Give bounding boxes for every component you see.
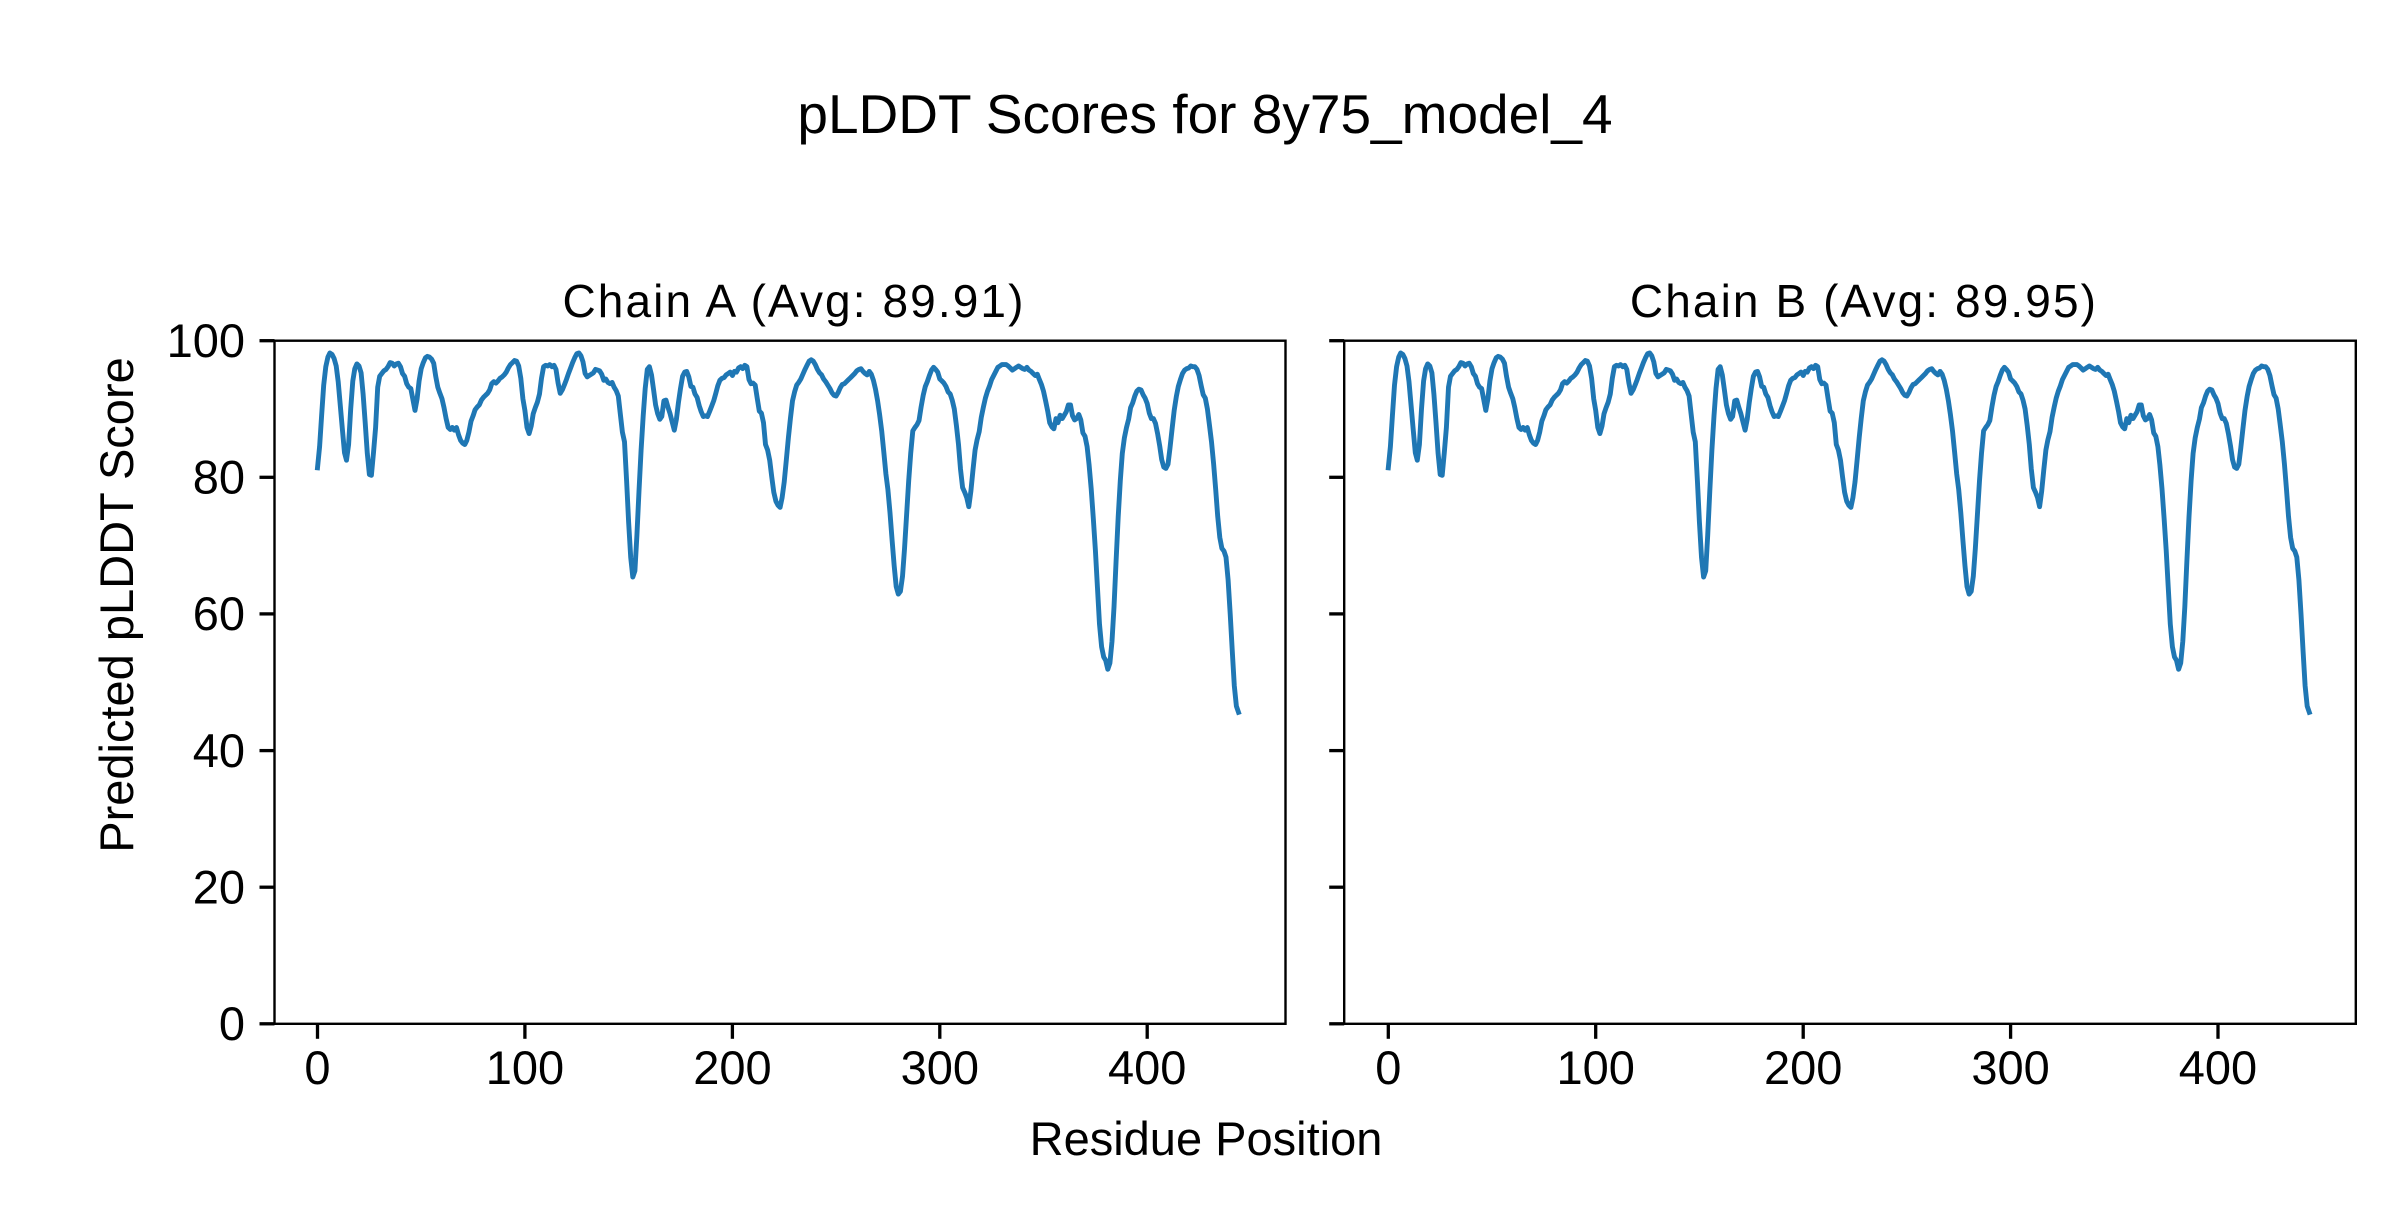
svg-text:20: 20 [193,860,245,913]
svg-text:200: 200 [693,1041,771,1094]
svg-text:100: 100 [167,314,245,367]
svg-text:300: 300 [1971,1041,2049,1094]
svg-text:100: 100 [486,1041,564,1094]
svg-text:400: 400 [1108,1041,1186,1094]
svg-text:0: 0 [304,1041,330,1094]
svg-text:60: 60 [193,587,245,640]
svg-text:400: 400 [2179,1041,2257,1094]
svg-text:200: 200 [1764,1041,1842,1094]
svg-text:Chain B (Avg: 89.95): Chain B (Avg: 89.95) [1630,275,2098,327]
svg-text:300: 300 [901,1041,979,1094]
svg-text:100: 100 [1556,1041,1634,1094]
svg-text:40: 40 [193,724,245,777]
svg-text:Predicted pLDDT Score: Predicted pLDDT Score [90,357,143,852]
svg-text:Chain A (Avg: 89.91): Chain A (Avg: 89.91) [562,275,1025,327]
svg-text:0: 0 [1375,1041,1401,1094]
svg-text:Residue Position: Residue Position [1030,1112,1383,1165]
svg-text:80: 80 [193,451,245,504]
svg-text:0: 0 [219,997,245,1050]
svg-text:pLDDT Scores for 8y75_model_4: pLDDT Scores for 8y75_model_4 [797,83,1612,145]
